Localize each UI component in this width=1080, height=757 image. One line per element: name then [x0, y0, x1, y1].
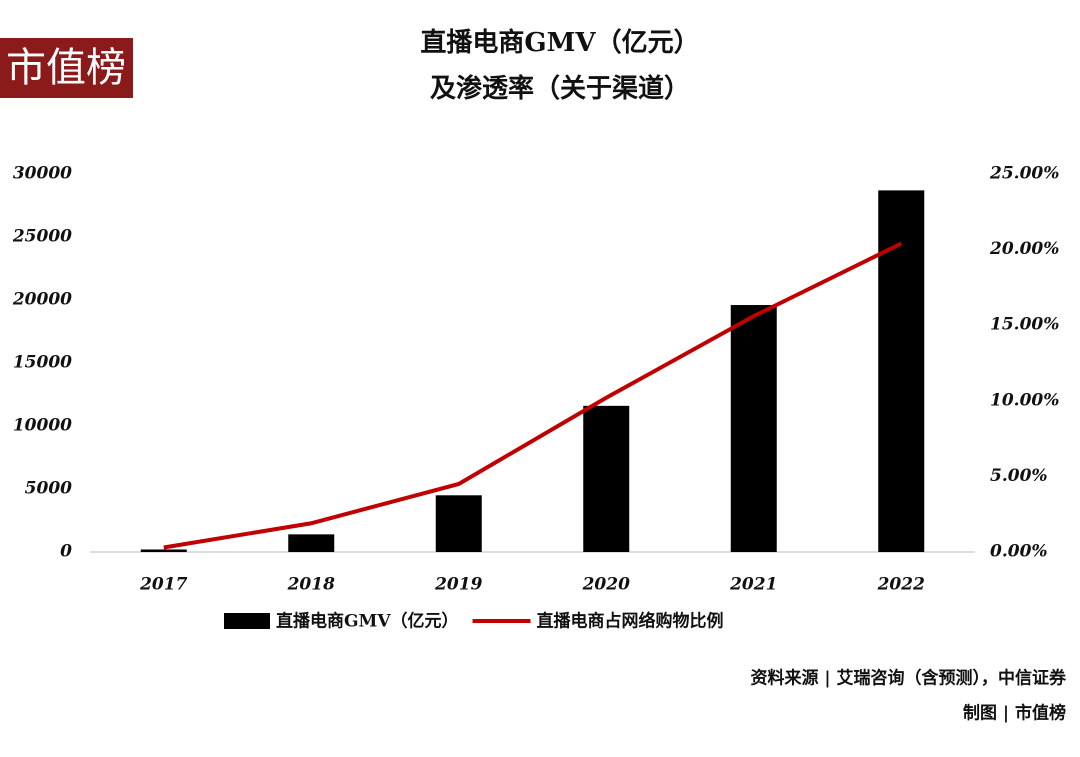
- x-tick-label: 2017: [139, 575, 187, 595]
- y-tick-label: 0: [60, 542, 72, 562]
- y2-tick-label: 25.00%: [989, 164, 1059, 184]
- y2-tick-label: 5.00%: [990, 466, 1048, 486]
- chart-subtitle: 及渗透率（关于渠道）: [430, 73, 690, 104]
- y-tick-label: 15000: [13, 353, 72, 373]
- y-tick-label: 20000: [12, 290, 72, 310]
- bar: [583, 405, 630, 552]
- y2-tick-label: 15.00%: [990, 315, 1059, 335]
- bar: [730, 305, 777, 552]
- y-tick-label: 30000: [13, 164, 72, 184]
- legend-swatch: [224, 613, 270, 629]
- source: 资料来源 | 艾瑞咨询（含预测），中信证券: [750, 668, 1067, 689]
- bar: [435, 495, 482, 552]
- x-tick-label: 2020: [582, 575, 630, 595]
- logo: 市值榜: [6, 45, 126, 91]
- x-tick-label: 2021: [729, 575, 777, 595]
- y-tick-label: 10000: [13, 416, 72, 436]
- x-tick-label: 2019: [434, 575, 482, 595]
- logo-box: [0, 38, 133, 98]
- legend-label: 直播电商占网络购物比例: [537, 611, 724, 632]
- x-tick-label: 2022: [877, 575, 925, 595]
- x-tick-label: 2018: [287, 575, 335, 595]
- legend-label: 直播电商GMV（亿元）: [276, 611, 459, 632]
- chart-title: 直播电商GMV（亿元）: [420, 27, 699, 58]
- y-tick-label: 25000: [12, 227, 72, 247]
- bar: [140, 549, 187, 552]
- line: [163, 241, 903, 550]
- y2-tick-label: 20.00%: [989, 239, 1059, 259]
- y2-tick-label: 10.00%: [990, 390, 1059, 410]
- y-tick-label: 5000: [25, 479, 72, 499]
- bar: [288, 534, 335, 552]
- y2-tick-label: 0.00%: [990, 542, 1048, 562]
- credit: 制图 | 市值榜: [963, 703, 1066, 724]
